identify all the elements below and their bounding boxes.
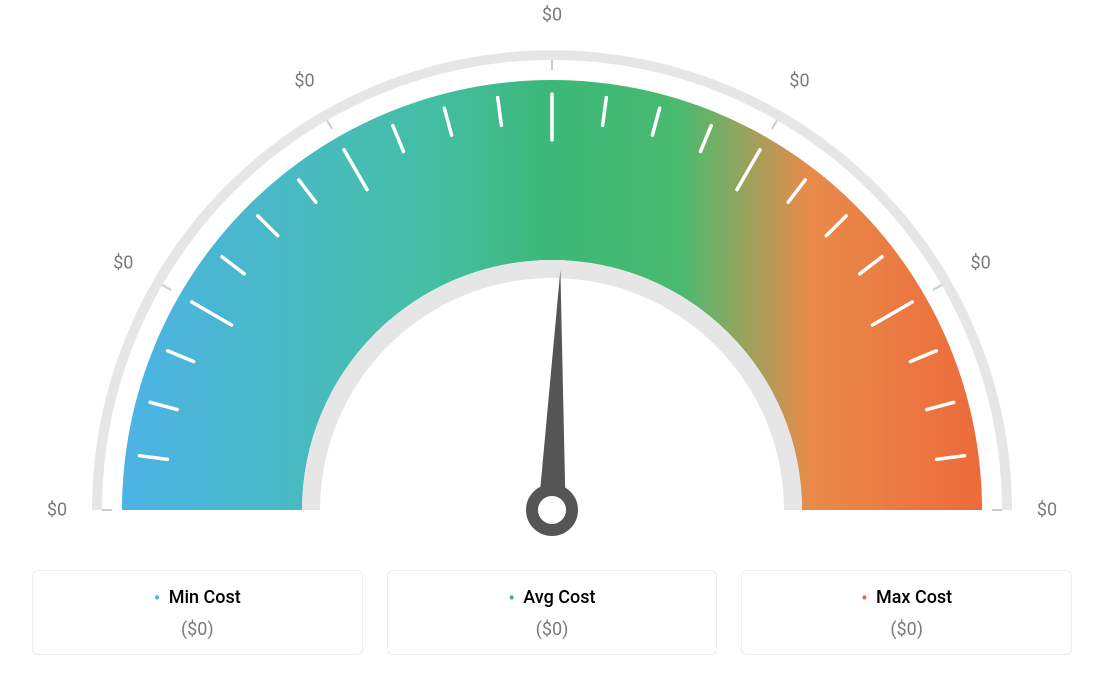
- legend-label-avg: • Avg Cost: [388, 587, 717, 609]
- legend-value-max: ($0): [742, 619, 1071, 640]
- legend-text-min: Min Cost: [169, 587, 241, 608]
- gauge-tick-label: $0: [789, 71, 809, 92]
- legend-text-max: Max Cost: [876, 587, 952, 608]
- legend-value-min: ($0): [33, 619, 362, 640]
- bullet-icon-avg: •: [509, 588, 515, 609]
- gauge-tick-label: $0: [1037, 500, 1057, 521]
- gauge-svg: [20, 20, 1084, 550]
- gauge-tick-label: $0: [113, 252, 133, 273]
- bullet-icon-min: •: [154, 588, 160, 609]
- legend-box-avg: • Avg Cost ($0): [387, 570, 718, 655]
- legend-text-avg: Avg Cost: [523, 587, 595, 608]
- legend-row: • Min Cost ($0) • Avg Cost ($0) • Max Co…: [20, 570, 1084, 655]
- gauge-tick-label: $0: [971, 252, 991, 273]
- legend-value-avg: ($0): [388, 619, 717, 640]
- bullet-icon-max: •: [861, 588, 867, 609]
- legend-label-min: • Min Cost: [33, 587, 362, 609]
- cost-gauge-chart: $0$0$0$0$0$0$0: [20, 20, 1084, 550]
- legend-label-max: • Max Cost: [742, 587, 1071, 609]
- legend-box-min: • Min Cost ($0): [32, 570, 363, 655]
- legend-box-max: • Max Cost ($0): [741, 570, 1072, 655]
- gauge-tick-label: $0: [47, 500, 67, 521]
- gauge-tick-label: $0: [542, 5, 562, 26]
- gauge-tick-label: $0: [294, 71, 314, 92]
